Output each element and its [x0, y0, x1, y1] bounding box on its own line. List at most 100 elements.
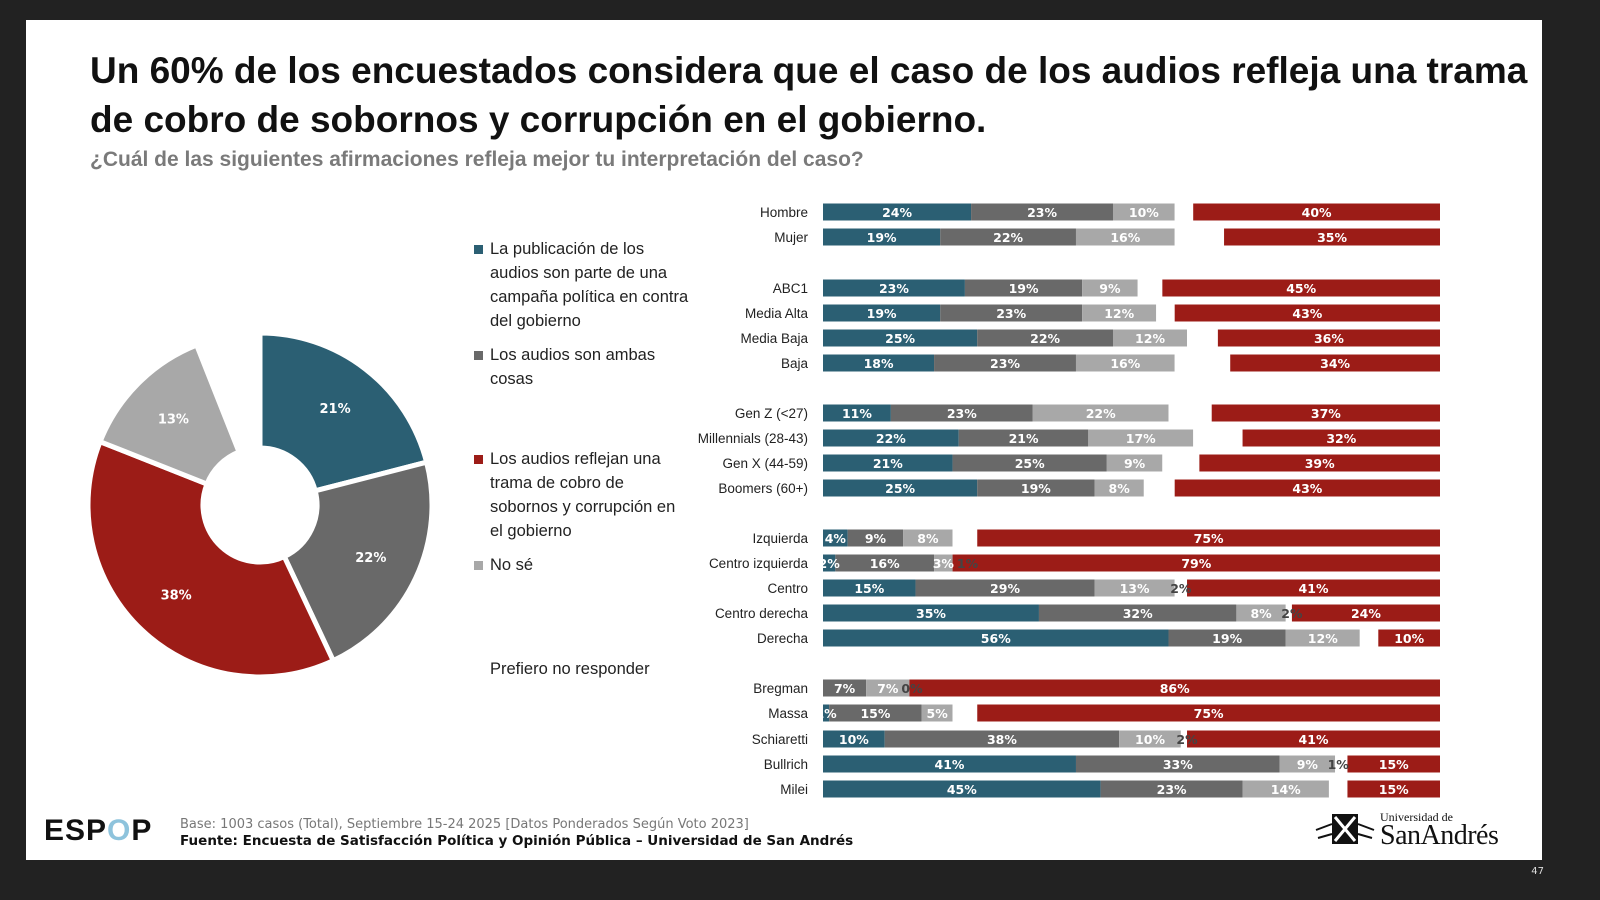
bar-segment-corrupcion	[1242, 429, 1440, 447]
legend-swatch	[474, 561, 483, 570]
legend-swatch	[474, 665, 483, 674]
bar-label-campana: 1%	[815, 706, 837, 721]
row-label: Bregman	[753, 681, 808, 696]
bar-segment-ambas	[1038, 604, 1237, 622]
bar-segment-prefiero	[1162, 454, 1200, 472]
bar-segment-ambas	[1075, 755, 1280, 773]
bar-label-corrupcion: 43%	[1292, 481, 1322, 496]
bar-segment-corrupcion	[1193, 203, 1440, 221]
bar-label-campana: 45%	[947, 782, 977, 797]
bar-label-campana: 25%	[885, 481, 915, 496]
bar-label-nose: 7%	[877, 681, 899, 696]
bar-label-ambas: 23%	[1027, 205, 1057, 220]
bar-label-corrupcion: 15%	[1379, 757, 1409, 772]
bar-label-nose: 12%	[1135, 331, 1165, 346]
bar-label-corrupcion: 41%	[1299, 732, 1329, 747]
bar-segment-nose	[1088, 429, 1194, 447]
bar-label-ambas: 15%	[860, 706, 890, 721]
bar-segment-nose	[1075, 354, 1175, 372]
bar-label-ambas: 19%	[1212, 631, 1242, 646]
row-label: Millennials (28-43)	[698, 431, 808, 446]
legend-label: Prefiero no responder	[490, 660, 650, 678]
bar-label-corrupcion: 41%	[1299, 581, 1329, 596]
bar-segment-nose	[934, 554, 953, 572]
pie-slice-ambas	[280, 459, 435, 664]
bar-segment-corrupcion	[1347, 755, 1440, 773]
pie-label-campana: 21%	[320, 402, 351, 417]
bar-segment-ambas	[952, 454, 1107, 472]
bar-segment-ambas	[829, 704, 922, 722]
bar-label-prefiero: 1%	[1328, 757, 1350, 772]
bar-segment-campana	[823, 203, 972, 221]
bar-segment-nose	[1094, 479, 1144, 497]
bar-label-ambas: 38%	[987, 732, 1017, 747]
bar-label-corrupcion: 39%	[1305, 456, 1335, 471]
row-label: Massa	[768, 706, 808, 721]
universidad-big-text: SanAndrés	[1380, 820, 1499, 851]
slide-header: Un 60% de los encuestados considera que …	[90, 46, 1540, 172]
bar-segment-corrupcion	[1224, 228, 1440, 246]
bar-segment-corrupcion	[1174, 479, 1440, 497]
pie-label-nose: 13%	[158, 412, 189, 427]
bar-label-ambas: 23%	[996, 306, 1026, 321]
bar-label-nose: 9%	[1124, 456, 1146, 471]
bar-label-ambas: 22%	[1030, 331, 1060, 346]
bar-segment-ambas	[958, 429, 1089, 447]
bar-label-campana: 18%	[864, 356, 894, 371]
row-label: Centro izquierda	[709, 556, 809, 571]
bar-segment-campana	[823, 429, 959, 447]
bar-label-campana: 19%	[867, 306, 897, 321]
bar-label-campana: 56%	[981, 631, 1011, 646]
legend-item-prefiero: Prefiero no responder	[474, 657, 689, 681]
pie-slice-corrupcion	[85, 438, 337, 680]
legend-swatch	[474, 245, 483, 254]
crest-icon	[1315, 814, 1375, 844]
bar-segment-corrupcion	[1187, 730, 1440, 748]
bar-label-ambas: 22%	[993, 230, 1023, 245]
bar-label-ambas: 23%	[947, 406, 977, 421]
bar-label-campana: 22%	[876, 431, 906, 446]
bar-label-ambas: 23%	[1157, 782, 1187, 797]
bar-segment-nose	[1285, 629, 1360, 647]
bar-segment-campana	[823, 730, 885, 748]
bar-segment-nose	[866, 679, 910, 697]
bar-label-nose: 10%	[1129, 205, 1159, 220]
bar-label-corrupcion: 86%	[1160, 681, 1190, 696]
row-label: Centro	[767, 581, 808, 596]
pie-label-corrupcion: 38%	[161, 588, 192, 603]
bar-segment-campana	[823, 629, 1169, 647]
bar-segment-nose	[1242, 780, 1329, 798]
bar-segment-ambas	[934, 354, 1076, 372]
bar-label-prefiero: 1%	[957, 556, 979, 571]
bar-segment-corrupcion	[1187, 579, 1440, 597]
bar-segment-corrupcion	[909, 679, 1440, 697]
bar-segment-corrupcion	[1211, 404, 1440, 422]
bar-segment-campana	[823, 228, 941, 246]
bar-segment-nose	[1075, 228, 1175, 246]
bar-label-nose: 9%	[1297, 757, 1319, 772]
bar-label-corrupcion: 34%	[1320, 356, 1350, 371]
bar-segment-corrupcion	[1291, 604, 1440, 622]
row-label: Bullrich	[764, 757, 808, 772]
bar-label-corrupcion: 32%	[1326, 431, 1356, 446]
bar-label-corrupcion: 15%	[1379, 782, 1409, 797]
bar-label-ambas: 23%	[990, 356, 1020, 371]
bar-segment-corrupcion	[1230, 354, 1440, 372]
row-label: ABC1	[773, 281, 808, 296]
bar-label-campana: 41%	[935, 757, 965, 772]
bar-label-ambas: 33%	[1163, 757, 1193, 772]
bar-label-nose: 8%	[917, 531, 939, 546]
bar-label-corrupcion: 40%	[1302, 205, 1332, 220]
bar-segment-ambas	[915, 579, 1095, 597]
bar-label-campana: 25%	[885, 331, 915, 346]
row-label: Media Alta	[745, 306, 809, 321]
bar-label-corrupcion: 75%	[1194, 706, 1224, 721]
bar-segment-corrupcion	[952, 554, 1440, 572]
bar-label-campana: 24%	[882, 205, 912, 220]
bar-label-ambas: 32%	[1123, 606, 1153, 621]
bar-segment-campana	[823, 579, 916, 597]
bar-label-corrupcion: 45%	[1286, 281, 1316, 296]
bar-segment-ambas	[847, 529, 904, 547]
bar-segment-prefiero	[1174, 228, 1225, 246]
bar-segment-nose	[1094, 579, 1175, 597]
